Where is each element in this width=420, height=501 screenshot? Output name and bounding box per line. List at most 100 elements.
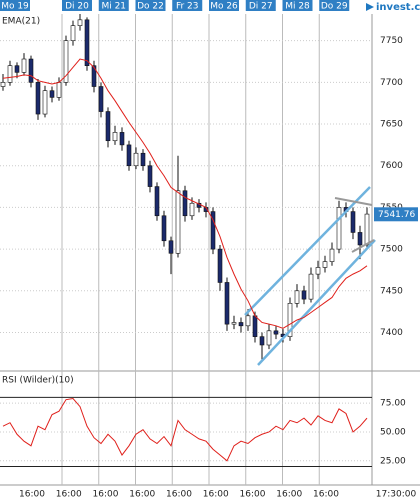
day-text: Di 20	[65, 2, 89, 12]
y-tick-label: 7600	[380, 161, 403, 171]
candle-body	[154, 186, 160, 217]
candle-body	[364, 213, 370, 246]
candle-body	[147, 165, 153, 187]
x-tick-label: 16:00	[240, 490, 266, 500]
y-tick-label: 7500	[380, 245, 403, 255]
candle-body	[357, 232, 363, 246]
candle-body	[77, 19, 83, 26]
candle-body	[329, 248, 335, 262]
candle-body	[161, 215, 167, 242]
day-box	[245, 0, 276, 11]
x-tick-label: 16:00	[166, 490, 192, 500]
candle-body	[21, 58, 27, 73]
x-tick-label: 16:00	[19, 490, 45, 500]
x-tick-label: 16:00	[56, 490, 82, 500]
brand-text: invest.ch	[376, 2, 420, 13]
candle-body	[133, 152, 139, 167]
brand: invest.ch	[366, 2, 420, 13]
y-tick-label: 7700	[380, 78, 403, 88]
day-label: Mo 19	[0, 0, 30, 12]
overlay	[2, 58, 368, 329]
candle-body	[175, 190, 181, 254]
indicator-label: RSI (Wilder)(10)	[2, 376, 74, 386]
candle-body	[28, 58, 34, 83]
candle-body	[224, 282, 230, 325]
day-box	[209, 0, 239, 11]
candle-body	[259, 336, 265, 346]
candle-body	[35, 82, 41, 115]
y-tick-label: 7750	[380, 36, 403, 46]
day-box	[319, 0, 350, 11]
day-text: Mo 19	[1, 2, 29, 12]
x-tick-label: 16:00	[276, 490, 302, 500]
candle-body	[322, 261, 328, 268]
candle-body	[238, 322, 244, 327]
day-label: Mi 21	[98, 0, 129, 12]
y-tick-label: 50.00	[380, 427, 406, 437]
x-tick-label: 16:00	[93, 490, 119, 500]
resistance-line	[334, 197, 373, 206]
brand-icon	[366, 3, 374, 11]
candle-body	[168, 240, 174, 254]
last-price-label: 7541.76	[378, 210, 415, 220]
candle-body	[315, 267, 321, 275]
x-tick-label: 16:00	[203, 490, 229, 500]
candle-body	[308, 273, 314, 300]
candle-body	[189, 202, 195, 217]
candle-body	[182, 190, 188, 217]
y-tick-label: 25.00	[380, 456, 406, 466]
day-box	[0, 0, 30, 11]
x-tick-label: 16:00	[313, 490, 339, 500]
day-label: Di 20	[62, 0, 92, 12]
candle-body	[126, 144, 132, 167]
candle-body	[217, 248, 223, 283]
candle-body	[350, 211, 356, 233]
candle-body	[266, 330, 272, 346]
candle-body	[0, 82, 6, 87]
candle-body	[105, 111, 111, 142]
day-label: Do 22	[135, 0, 166, 12]
candle-body	[14, 65, 20, 73]
candle-body	[287, 303, 293, 337]
candle-body	[98, 86, 104, 112]
plot	[0, 14, 370, 462]
day-text: Do 22	[137, 2, 164, 12]
y-tick-label: 7450	[380, 286, 403, 296]
candle-body	[245, 315, 251, 327]
day-label: Do 29	[319, 0, 350, 12]
channel-upper	[244, 186, 371, 316]
day-box	[62, 0, 92, 11]
day-label: Di 27	[245, 0, 276, 12]
day-label: Mi 28	[282, 0, 313, 12]
candle-body	[140, 152, 146, 167]
candle-body	[294, 290, 300, 304]
candle-body	[231, 322, 237, 325]
candle-body	[49, 90, 55, 98]
trend-channel	[244, 186, 376, 366]
last-price-box	[374, 207, 418, 222]
candle-body	[252, 315, 258, 337]
indicator-label: EMA(21)	[2, 17, 40, 27]
day-text: Mi 21	[101, 2, 126, 12]
candle-body	[301, 290, 307, 300]
day-label: Mo 26	[209, 0, 239, 12]
channel-lower	[257, 239, 376, 366]
day-box	[98, 0, 129, 11]
day-text: Di 27	[249, 2, 273, 12]
day-text: Do 29	[321, 2, 348, 12]
support-line	[351, 239, 375, 253]
candle-body	[84, 19, 90, 66]
day-box	[172, 0, 203, 11]
day-box	[135, 0, 166, 11]
day-label: Fr 23	[172, 0, 203, 12]
day-text: Mo 26	[210, 2, 238, 12]
candle-body	[7, 65, 13, 83]
day-text: Mi 28	[285, 2, 310, 12]
candle-body	[91, 65, 97, 87]
x-tick-label: 16:00	[129, 490, 155, 500]
candle-body	[119, 132, 125, 146]
line-series	[2, 58, 368, 329]
candle-body	[56, 82, 62, 98]
